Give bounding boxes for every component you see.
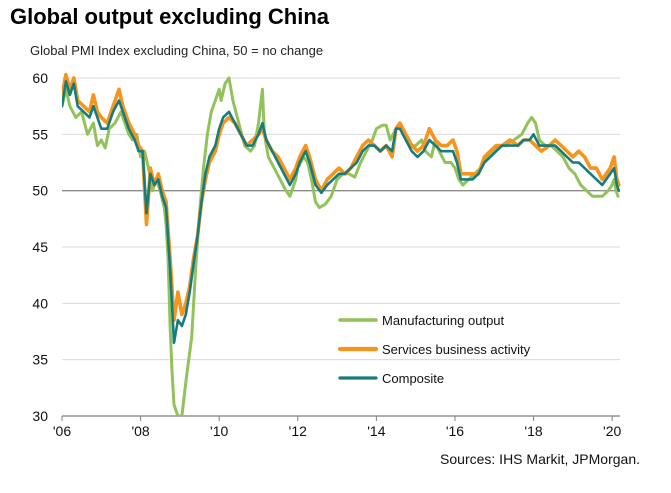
y-tick-label: 35 <box>32 352 48 368</box>
y-tick-label: 50 <box>32 183 48 199</box>
source-note: Sources: IHS Markit, JPMorgan. <box>440 451 640 467</box>
x-tick-label: '08 <box>131 423 149 439</box>
y-tick-label: 40 <box>32 295 48 311</box>
legend: Manufacturing output Services business ac… <box>337 313 531 386</box>
series-lines <box>62 72 621 416</box>
y-tick-label: 60 <box>32 70 48 86</box>
x-tick-label: '20 <box>603 423 621 439</box>
series-line-composite <box>62 80 621 345</box>
y-tick-label: 55 <box>32 126 48 142</box>
x-tick-label: '12 <box>289 423 307 439</box>
y-tick-label: 45 <box>32 239 48 255</box>
chart-title: Global output excluding China <box>10 4 329 29</box>
chart-subtitle: Global PMI Index excluding China, 50 = n… <box>30 43 324 58</box>
x-tick-label: '06 <box>53 423 71 439</box>
axes: 30 35 40 45 50 55 60 '06 '08 '10 '12 '14 '16 '18 '20 <box>32 70 621 439</box>
legend-label: Manufacturing output <box>382 313 505 328</box>
y-tick-label: 30 <box>32 408 48 424</box>
series-line-manufacturing-output <box>62 76 620 416</box>
x-tick-label: '14 <box>367 423 385 439</box>
x-tick-label: '16 <box>446 423 464 439</box>
grid <box>62 77 620 361</box>
x-tick-label: '10 <box>210 423 228 439</box>
x-tick-label: '18 <box>524 423 542 439</box>
legend-label: Services business activity <box>382 342 531 357</box>
legend-label: Composite <box>382 371 444 386</box>
